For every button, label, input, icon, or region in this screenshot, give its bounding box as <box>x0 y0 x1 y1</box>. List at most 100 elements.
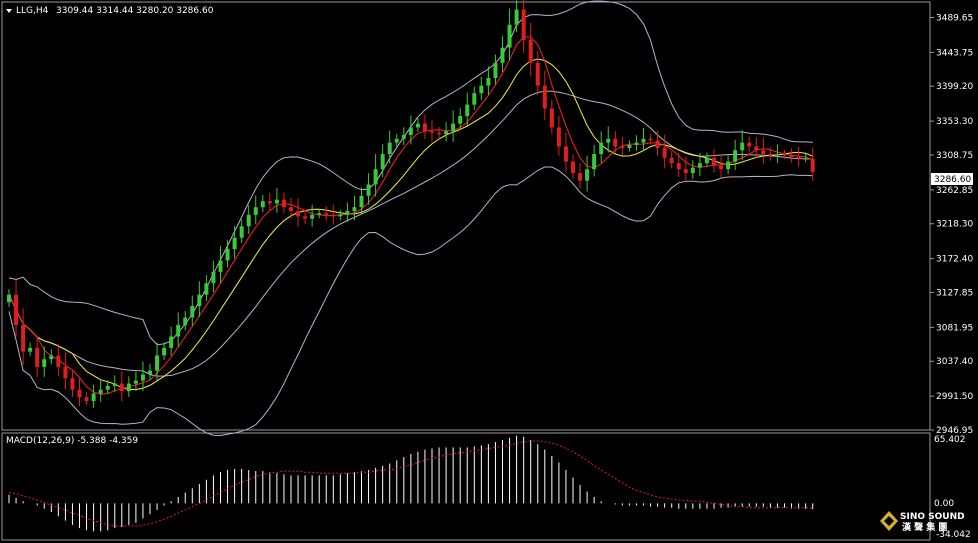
candlestick[interactable] <box>733 139 738 170</box>
candlestick[interactable] <box>140 361 145 391</box>
candlestick[interactable] <box>796 146 801 167</box>
candlestick[interactable] <box>42 346 47 377</box>
candlestick[interactable] <box>338 209 343 221</box>
candlestick[interactable] <box>676 153 681 178</box>
candlestick[interactable] <box>507 8 512 61</box>
candlestick[interactable] <box>620 136 625 156</box>
candlestick[interactable] <box>479 76 484 101</box>
candlestick[interactable] <box>331 204 336 225</box>
candlestick[interactable] <box>549 99 554 135</box>
candlestick[interactable] <box>740 130 745 161</box>
candlestick[interactable] <box>697 152 702 176</box>
candlestick[interactable] <box>63 352 68 390</box>
candlestick[interactable] <box>274 188 279 213</box>
candlestick[interactable] <box>704 152 709 168</box>
candlestick[interactable] <box>690 160 695 179</box>
candlestick[interactable] <box>21 308 26 365</box>
candlestick[interactable] <box>493 54 498 85</box>
candlestick[interactable] <box>197 281 202 317</box>
candlestick[interactable] <box>655 130 660 156</box>
candlestick[interactable] <box>176 312 181 347</box>
candlestick[interactable] <box>380 144 385 178</box>
candlestick[interactable] <box>310 204 315 227</box>
candlestick[interactable] <box>211 260 216 293</box>
candlestick[interactable] <box>719 154 724 178</box>
candlestick[interactable] <box>345 202 350 222</box>
candlestick[interactable] <box>726 155 731 175</box>
candlestick[interactable] <box>599 131 604 163</box>
candlestick[interactable] <box>112 375 117 393</box>
candlestick[interactable] <box>571 154 575 179</box>
candlestick[interactable] <box>535 51 540 96</box>
candlestick[interactable] <box>28 342 33 357</box>
candlestick[interactable] <box>133 371 138 391</box>
candlestick[interactable] <box>119 371 124 402</box>
candlestick[interactable] <box>754 137 759 158</box>
candlestick[interactable] <box>373 154 378 197</box>
candlestick[interactable] <box>7 288 11 307</box>
candlestick[interactable] <box>521 0 526 53</box>
candlestick[interactable] <box>35 335 40 377</box>
candlestick[interactable] <box>422 114 427 139</box>
candlestick[interactable] <box>84 392 89 405</box>
candlestick[interactable] <box>49 349 54 365</box>
candlestick[interactable] <box>592 144 597 177</box>
candlestick[interactable] <box>451 110 456 142</box>
candlestick[interactable] <box>430 120 434 142</box>
candlestick[interactable] <box>627 140 632 152</box>
candlestick[interactable] <box>317 209 322 219</box>
candlestick[interactable] <box>803 154 808 163</box>
candlestick[interactable] <box>232 225 237 259</box>
candlestick[interactable] <box>281 192 286 214</box>
candlestick[interactable] <box>289 197 293 219</box>
candlestick[interactable] <box>408 115 413 145</box>
candlestick[interactable] <box>606 126 611 153</box>
candlestick[interactable] <box>366 173 371 205</box>
candlestick[interactable] <box>352 195 357 221</box>
candlestick[interactable] <box>91 384 96 409</box>
candlestick[interactable] <box>162 342 167 361</box>
candlestick[interactable] <box>669 151 674 169</box>
candlestick[interactable] <box>613 130 618 153</box>
candlestick[interactable] <box>578 163 583 189</box>
candlestick[interactable] <box>98 378 103 403</box>
candlestick[interactable] <box>70 369 75 397</box>
candlestick[interactable] <box>556 115 561 156</box>
candlestick[interactable] <box>465 92 470 126</box>
candlestick[interactable] <box>253 195 258 225</box>
candlestick[interactable] <box>56 344 61 376</box>
dropdown-triangle-icon[interactable] <box>6 9 12 13</box>
candlestick[interactable] <box>458 108 463 131</box>
candlestick[interactable] <box>648 133 653 145</box>
candlestick[interactable] <box>303 209 308 224</box>
candlestick[interactable] <box>437 127 442 139</box>
candlestick[interactable] <box>296 198 301 227</box>
candlestick[interactable] <box>662 134 667 169</box>
candlestick[interactable] <box>683 156 688 183</box>
candlestick[interactable] <box>486 66 491 96</box>
candlestick[interactable] <box>183 310 188 331</box>
candlestick[interactable] <box>359 187 364 214</box>
candlestick[interactable] <box>190 295 195 326</box>
candlestick[interactable] <box>810 147 815 181</box>
candlestick[interactable] <box>444 122 449 142</box>
candlestick[interactable] <box>634 135 639 151</box>
candlestick[interactable] <box>387 130 392 164</box>
candlestick[interactable] <box>394 134 399 147</box>
candlestick[interactable] <box>775 144 780 164</box>
candlestick[interactable] <box>514 0 519 33</box>
candlestick[interactable] <box>500 36 505 72</box>
candlestick[interactable] <box>14 280 19 337</box>
candlestick[interactable] <box>225 240 230 268</box>
candlestick[interactable] <box>246 205 251 234</box>
candlestick[interactable] <box>169 326 174 356</box>
candlestick[interactable] <box>563 132 568 173</box>
candlestick[interactable] <box>218 246 223 284</box>
candlestick[interactable] <box>105 380 110 395</box>
candlestick[interactable] <box>239 219 244 243</box>
candlestick[interactable] <box>747 136 752 152</box>
candlestick[interactable] <box>267 192 272 210</box>
candlestick[interactable] <box>155 342 160 382</box>
candlestick[interactable] <box>782 149 787 159</box>
candlestick[interactable] <box>789 148 794 163</box>
